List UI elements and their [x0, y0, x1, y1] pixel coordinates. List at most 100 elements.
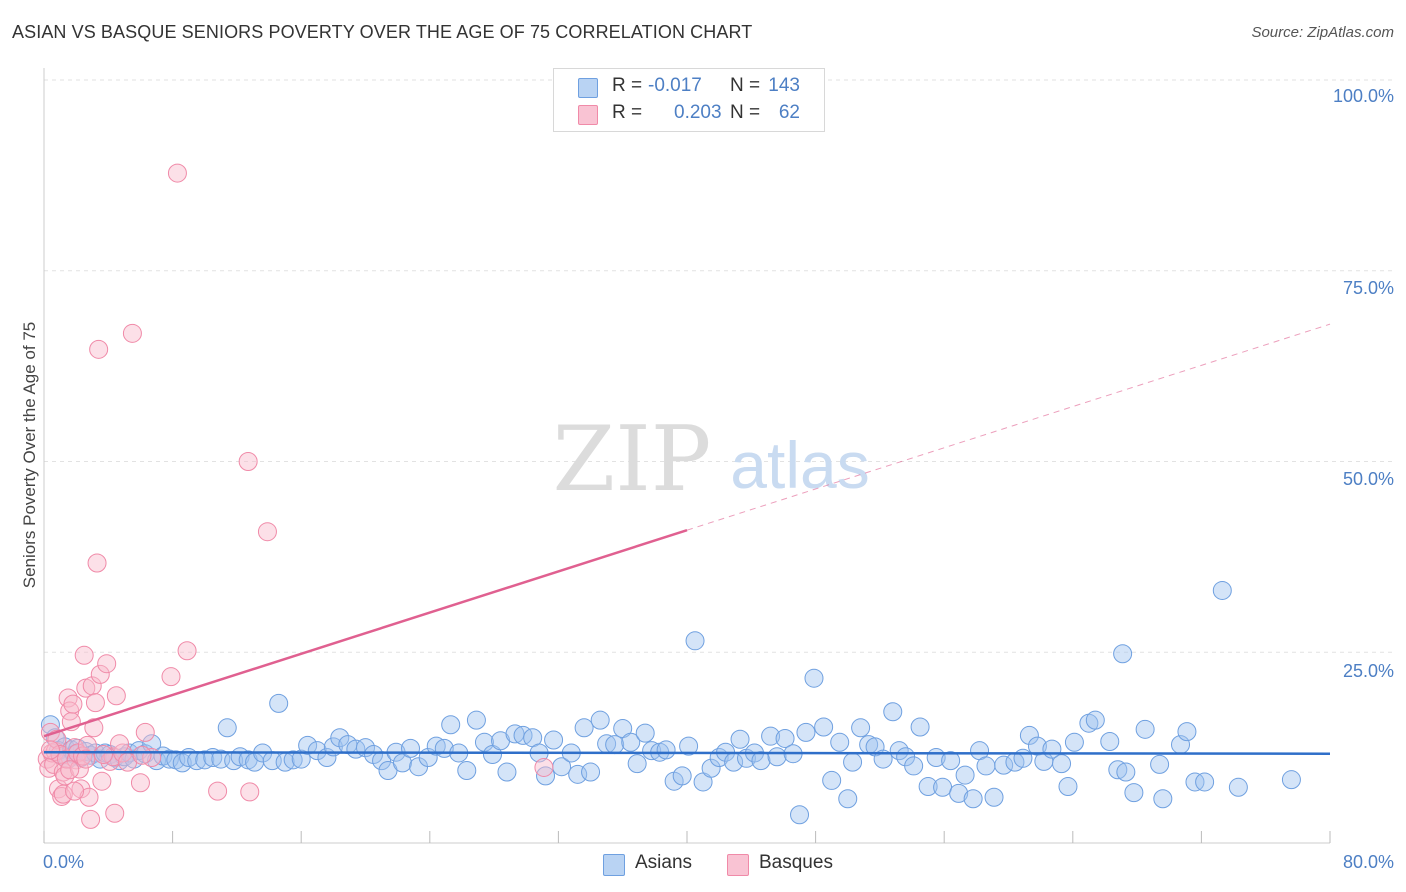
asian-point: [1108, 760, 1128, 780]
basque-point: [76, 749, 96, 769]
basque-point: [82, 676, 102, 696]
asian-point: [656, 740, 676, 760]
asian-point: [1100, 732, 1120, 752]
legend-n-value: 62: [778, 102, 800, 123]
basque-point: [93, 744, 113, 764]
basque-point: [84, 718, 104, 738]
asian-point: [1228, 777, 1248, 797]
y-tick-label: 75.0%: [1342, 278, 1394, 298]
asian-point: [814, 717, 834, 737]
asian-point: [1058, 777, 1078, 797]
legend-n-label: N =: [730, 75, 761, 96]
asian-point: [751, 751, 771, 771]
asian-point: [955, 765, 975, 785]
asian-point: [1124, 783, 1144, 803]
asians-trend-line: [43, 750, 1331, 755]
asians-swatch: [578, 78, 598, 98]
basque-point: [208, 781, 228, 801]
basques-legend-label: Basques: [759, 852, 833, 873]
asian-point: [796, 722, 816, 742]
basque-point: [167, 163, 187, 183]
asian-point: [730, 729, 750, 749]
legend-n-value: 143: [768, 75, 800, 96]
asian-point: [217, 718, 237, 738]
asian-point: [544, 730, 564, 750]
asian-point: [426, 736, 446, 756]
basque-point: [135, 722, 155, 742]
asian-point: [172, 753, 192, 773]
asian-point: [1113, 644, 1133, 664]
legend-r-label: R =: [612, 75, 643, 96]
asian-point: [918, 777, 938, 797]
basque-point: [87, 553, 107, 573]
asian-point: [307, 741, 327, 761]
asian-point: [1185, 772, 1205, 792]
asian-point: [330, 728, 350, 748]
watermark-atlas: atlas: [730, 428, 869, 502]
basque-point: [57, 749, 77, 769]
asian-point: [843, 752, 863, 772]
asian-point: [627, 754, 647, 774]
y-tick-label: 25.0%: [1342, 661, 1394, 681]
chart-title: ASIAN VS BASQUE SENIORS POVERTY OVER THE…: [12, 22, 753, 42]
asian-point: [685, 631, 705, 651]
asian-point: [933, 777, 953, 797]
asian-point: [1116, 762, 1136, 782]
asian-point: [904, 756, 924, 776]
basque-point: [97, 654, 117, 674]
asian-point: [767, 747, 787, 767]
asian-point: [1177, 722, 1197, 742]
asian-point: [1135, 719, 1155, 739]
basque-point: [90, 664, 110, 684]
asian-point: [195, 750, 215, 770]
basque-point: [105, 803, 125, 823]
asian-point: [574, 718, 594, 738]
watermark-zip: ZIP: [553, 407, 712, 512]
asian-point: [804, 668, 824, 688]
asian-point: [1052, 754, 1072, 774]
asian-point: [994, 755, 1014, 775]
asian-point: [605, 735, 625, 755]
basque-point: [92, 771, 112, 791]
asian-point: [672, 766, 692, 786]
basques-trend-extension: [686, 323, 1331, 531]
asian-point: [497, 762, 517, 782]
basque-point: [77, 735, 97, 755]
asian-point: [1150, 754, 1170, 774]
asian-point: [963, 789, 983, 809]
asian-point: [838, 789, 858, 809]
asian-point: [621, 732, 641, 752]
asians-legend-swatch: [603, 854, 625, 876]
asian-point: [590, 710, 610, 730]
basque-point: [89, 339, 109, 359]
basques-trend-line: [43, 528, 688, 738]
asian-point: [1064, 732, 1084, 752]
asian-point: [761, 726, 781, 746]
basque-point: [85, 693, 105, 713]
asian-point: [466, 710, 486, 730]
asian-point: [679, 736, 699, 756]
basque-point: [60, 760, 80, 780]
asian-point: [642, 741, 662, 761]
asian-point: [635, 723, 655, 743]
legend-r-value: -0.017: [648, 75, 702, 96]
basque-point: [238, 452, 258, 471]
asian-point: [1013, 748, 1033, 768]
asian-point: [941, 751, 961, 771]
asian-point: [1212, 580, 1232, 600]
asian-point: [790, 805, 810, 825]
x-tick-label-min: 0.0%: [43, 852, 85, 872]
basque-point: [122, 323, 142, 343]
asian-point: [457, 761, 477, 781]
asian-point: [949, 783, 969, 803]
basque-point: [79, 787, 99, 807]
basque-point: [65, 781, 85, 801]
asian-point: [401, 738, 421, 758]
asian-point: [298, 735, 318, 755]
basque-point: [106, 686, 126, 706]
asian-point: [392, 753, 412, 773]
basque-point: [130, 773, 150, 793]
asian-point: [1195, 772, 1215, 792]
basque-point: [74, 645, 94, 665]
